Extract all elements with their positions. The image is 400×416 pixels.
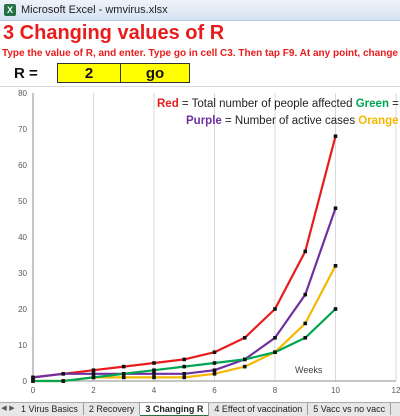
legend-green-word: Green: [355, 98, 389, 110]
data-point-purple: [212, 368, 217, 372]
data-point-purple: [182, 372, 187, 376]
y-tick-label: 10: [18, 341, 27, 350]
y-tick-label: 50: [18, 197, 27, 206]
excel-app-icon: X: [4, 4, 16, 16]
chart-plot: 0 10 20 30 40 50 60 70 80 0 2 4 6 8 10 12 Weeks: [18, 89, 400, 395]
legend-green-text: =: [388, 98, 399, 110]
x-tick-label: 8: [273, 386, 278, 395]
sheet-heading: 3 Changing values of R: [3, 22, 225, 44]
data-point-green: [303, 336, 308, 340]
data-point-purple: [91, 372, 96, 376]
y-tick-label: 70: [18, 125, 27, 134]
series-line-green: [33, 308, 337, 383]
series-line-orange: [33, 265, 337, 383]
data-point-red: [121, 364, 126, 369]
x-tick-label: 4: [152, 386, 157, 395]
data-point-red: [333, 134, 338, 138]
data-point-green: [121, 372, 126, 376]
tab-virus-basics[interactable]: 1 Virus Basics: [16, 403, 84, 415]
y-tick-label: 60: [18, 161, 27, 170]
y-tick-label: 20: [18, 305, 27, 314]
tab-scroll-left-icon[interactable]: ◀: [1, 405, 7, 412]
data-point-orange: [182, 375, 187, 380]
series-line-purple: [32, 207, 337, 379]
series-line-red: [32, 135, 337, 379]
y-tick-label: 80: [18, 89, 27, 98]
window-titlebar: X Microsoft Excel - wmvirus.xlsx: [0, 0, 400, 21]
data-point-purple: [31, 375, 35, 380]
x-tick-label: 2: [91, 386, 96, 395]
x-tick-label: 0: [31, 386, 36, 395]
legend-purple-word: Purple: [186, 115, 222, 127]
data-point-orange: [212, 372, 217, 376]
tab-scroll-right-icon[interactable]: ▶: [9, 405, 15, 412]
r-label: R =: [14, 65, 38, 82]
data-point-green: [91, 375, 96, 380]
data-point-green: [152, 368, 156, 372]
data-point-purple: [152, 372, 156, 376]
tab-vacc-vs-no-vacc[interactable]: 5 Vacc vs no vacc: [308, 403, 392, 415]
data-point-orange: [121, 375, 126, 380]
data-point-red: [212, 350, 217, 354]
y-tick-label: 40: [18, 233, 27, 242]
data-point-green: [212, 361, 217, 365]
data-point-green: [31, 379, 35, 383]
data-point-green: [273, 350, 277, 354]
legend-line-2: Purple = Number of active cases Orange: [186, 114, 399, 128]
data-point-orange: [152, 375, 156, 380]
data-point-orange: [333, 264, 338, 268]
data-point-orange: [303, 321, 308, 326]
data-point-red: [303, 249, 308, 254]
virus-line-chart[interactable]: 0 10 20 30 40 50 60 70 80 0 2 4 6 8 10 12 Weeks Red = To…: [0, 86, 400, 403]
legend-line-1: Red = Total number of people affected Gr…: [157, 97, 399, 111]
x-tick-label: 10: [331, 386, 340, 395]
tab-changing-r[interactable]: 3 Changing R: [140, 403, 210, 416]
data-point-red: [273, 307, 277, 311]
data-point-purple: [61, 372, 66, 376]
data-point-green: [333, 307, 338, 311]
data-point-red: [182, 357, 187, 362]
x-tick-label: 6: [212, 386, 217, 395]
x-tick-label: 12: [392, 386, 400, 395]
data-point-red: [91, 368, 96, 372]
data-point-green: [182, 364, 187, 369]
data-point-red: [152, 361, 156, 365]
tab-effect-of-vaccination[interactable]: 4 Effect of vaccination: [209, 403, 309, 415]
window-title: Microsoft Excel - wmvirus.xlsx: [21, 4, 168, 16]
legend-orange-word: Orange: [358, 115, 399, 127]
legend-purple-text: = Number of active cases: [221, 115, 359, 127]
data-point-purple: [333, 206, 338, 210]
sheet-tab-bar: ◀ ▶ 1 Virus Basics 2 Recovery 3 Changing…: [0, 402, 400, 416]
instructions-text: Type the value of R, and enter. Type go …: [2, 48, 400, 59]
y-tick-label: 0: [23, 377, 28, 386]
go-cell[interactable]: go: [120, 63, 190, 83]
tab-recovery[interactable]: 2 Recovery: [83, 403, 141, 415]
y-tick-label: 30: [18, 269, 27, 278]
x-axis-label: Weeks: [295, 365, 323, 375]
data-point-purple: [303, 292, 308, 297]
data-point-green: [242, 357, 247, 362]
data-point-orange: [242, 364, 247, 369]
data-point-red: [242, 336, 247, 340]
legend-red-word: Red: [157, 98, 179, 110]
legend-red-text: = Total number of people affected: [178, 98, 356, 110]
r-value-cell[interactable]: 2: [57, 63, 121, 83]
data-point-green: [61, 379, 66, 383]
data-point-purple: [273, 336, 277, 340]
